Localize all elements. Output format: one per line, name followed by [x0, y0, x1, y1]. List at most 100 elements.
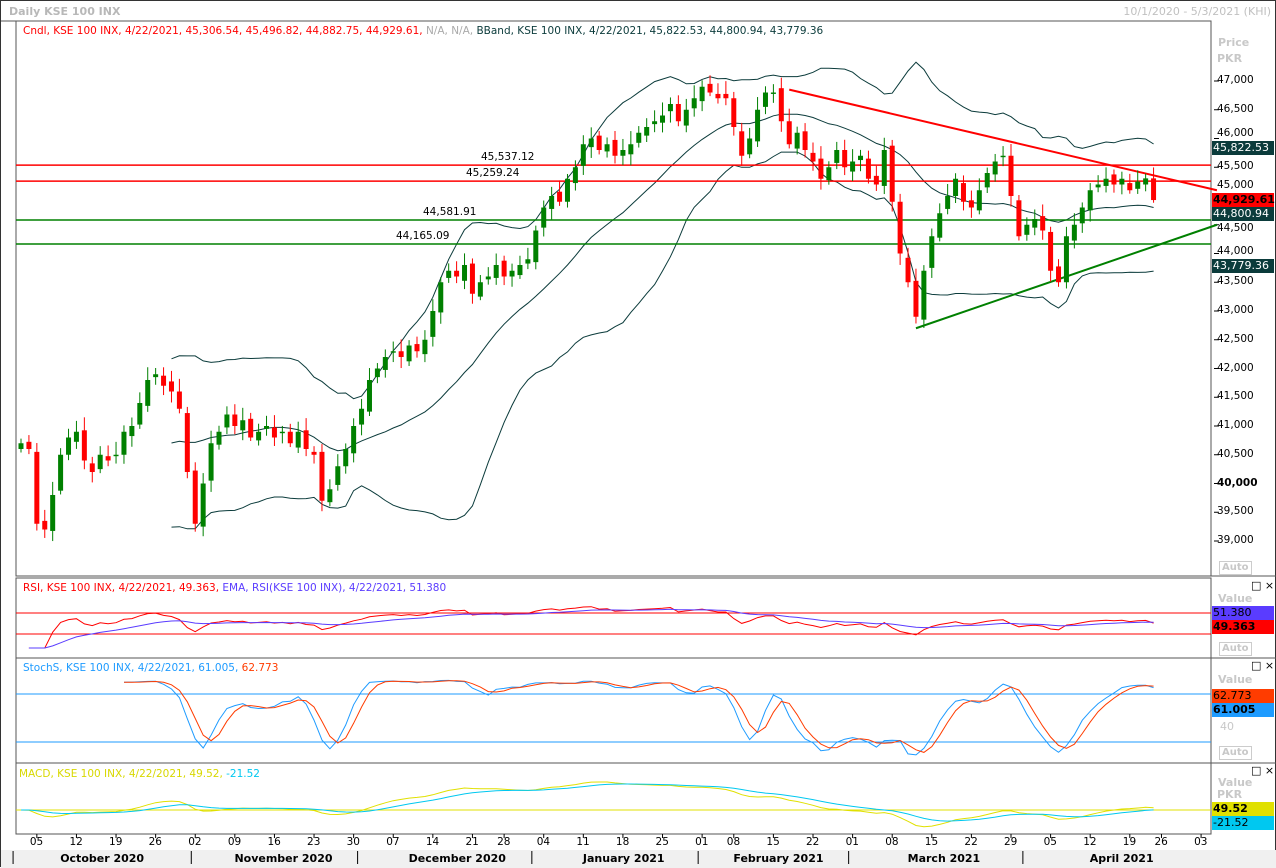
candle-body — [240, 420, 246, 431]
price-tick-label: 47,000 — [1217, 74, 1254, 86]
stoch-legend: StochS, KSE 100 INX, 4/22/2021, 61.005, … — [23, 662, 278, 674]
candle-body — [992, 161, 998, 175]
candle-body — [1063, 236, 1069, 283]
candle-body — [1119, 178, 1125, 185]
date-tick-label: 30 — [346, 836, 360, 848]
candle-body — [715, 93, 721, 99]
candle-body — [248, 418, 254, 438]
candle-body — [50, 495, 56, 531]
candle-body — [533, 230, 539, 263]
macd-legend: MACD, KSE 100 INX, 4/22/2021, 49.52, -21… — [19, 768, 260, 780]
date-tick-label: 15 — [766, 836, 780, 848]
macd-legend-text: MACD, KSE 100 INX, 4/22/2021, 49.52, — [19, 768, 223, 780]
candle-body — [89, 463, 95, 472]
price-tick-label: 42,000 — [1217, 361, 1254, 374]
candle-body — [1135, 181, 1141, 189]
rsi-auto-button[interactable]: Auto — [1219, 642, 1252, 656]
price-tick-label: 39,500 — [1217, 505, 1254, 518]
rsi-line — [28, 606, 1154, 649]
date-tick-label: 25 — [655, 836, 669, 848]
price-tick-label: 41,000 — [1217, 419, 1254, 431]
macd-window-controls[interactable]: □ × — [1251, 764, 1275, 777]
candle-body — [636, 132, 642, 143]
candle-body — [707, 83, 713, 93]
bb-lower-line — [171, 151, 1154, 530]
candle-body — [897, 201, 903, 254]
date-tick-label: 09 — [227, 836, 242, 848]
candle-body — [794, 132, 800, 149]
candle-body — [145, 380, 151, 406]
candle-body — [192, 470, 198, 524]
price-tick-label: 43,000 — [1217, 304, 1254, 316]
price-axis-title: Price — [1218, 36, 1250, 49]
candle-body — [26, 441, 32, 449]
candle-body — [596, 135, 602, 150]
candle-body — [422, 339, 428, 355]
rsi-window-controls[interactable]: □ × — [1251, 579, 1275, 592]
month-label: December 2020 — [408, 852, 506, 865]
date-tick-label: 12 — [1083, 836, 1097, 848]
trendline — [789, 88, 1218, 192]
date-tick-label: 05 — [29, 836, 44, 848]
candle-body — [271, 427, 277, 438]
candle-body — [327, 489, 333, 503]
auto-scale-button[interactable]: Auto — [1219, 561, 1252, 575]
candle-body — [462, 265, 468, 281]
month-label: April 2021 — [1089, 852, 1154, 865]
candle-body — [430, 311, 436, 337]
candle-body — [1151, 178, 1157, 201]
candle-body — [137, 403, 143, 425]
price-tick-label: 46,000 — [1217, 127, 1254, 139]
price-tick-label: 41,500 — [1217, 390, 1254, 403]
signal-value: -21.52 — [1212, 816, 1274, 830]
price-tick-label: 40,500 — [1217, 447, 1254, 460]
date-tick-label: 07 — [386, 836, 400, 848]
date-tick-label: 16 — [267, 836, 281, 848]
date-tick-label: 08 — [885, 836, 899, 848]
price-tick-label: 39,000 — [1217, 534, 1254, 546]
date-tick-label: 12 — [69, 836, 83, 848]
macd-panel-frame — [15, 762, 1212, 835]
candle-body — [477, 282, 483, 297]
candle-body — [168, 381, 174, 392]
candle-body — [683, 109, 689, 126]
candle-body — [580, 144, 586, 166]
candle-body — [1087, 190, 1093, 211]
candle-body — [81, 430, 87, 461]
horizontal-line-label: 45,537.12 — [479, 151, 537, 165]
candle-body — [1032, 219, 1038, 228]
candle-body — [842, 150, 848, 168]
month-label: October 2020 — [60, 852, 145, 865]
date-axis-bg — [1, 850, 1276, 868]
candle-body — [953, 178, 959, 196]
price-tick-label: 42,500 — [1217, 332, 1254, 345]
candle-body — [216, 431, 222, 445]
date-tick-label: 01 — [845, 836, 859, 848]
candle-body — [1056, 266, 1062, 283]
candle-body — [873, 175, 879, 185]
horizontal-line-label: 45,259.24 — [464, 167, 522, 181]
stoch-auto-button[interactable]: Auto — [1219, 746, 1252, 760]
candle-body — [454, 270, 460, 277]
date-tick-label: 02 — [188, 836, 202, 848]
bband-legend: BBand, KSE 100 INX, 4/22/2021, 45,822.53… — [476, 25, 824, 37]
stoch-d-line — [124, 680, 1154, 753]
candle-body — [232, 414, 238, 426]
candle-body — [34, 451, 40, 524]
candle-body — [770, 92, 776, 94]
macd-unit: PKR — [1217, 788, 1243, 801]
price-tick-label: 40,000 — [1217, 476, 1258, 489]
candle-body — [723, 93, 729, 99]
stoch-k-value: 61.005 — [1212, 703, 1274, 717]
candle-body — [1111, 174, 1117, 185]
candle-body — [945, 196, 951, 209]
signal-legend-text: -21.52 — [226, 768, 260, 780]
horizontal-line-label: 44,165.09 — [394, 230, 452, 243]
candle-body — [564, 178, 570, 202]
candle-body — [1040, 216, 1046, 231]
candle-body — [493, 265, 499, 278]
candle-body — [865, 158, 871, 179]
stoch-window-controls[interactable]: □ × — [1251, 659, 1275, 672]
candle-body — [1095, 184, 1101, 188]
